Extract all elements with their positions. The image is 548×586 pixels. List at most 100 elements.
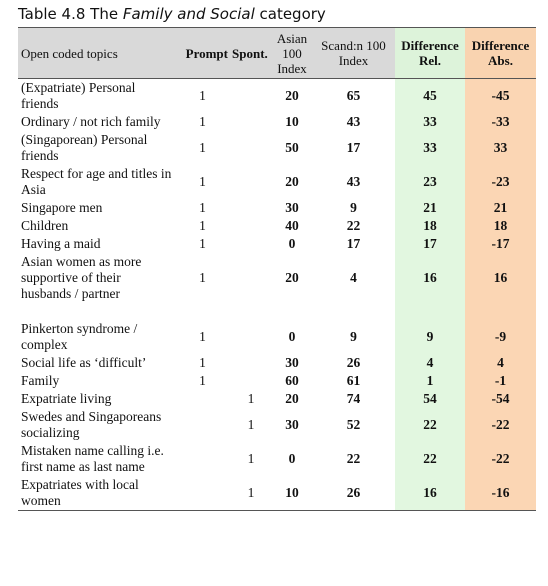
- table: Open coded topics Prompt Spont. Asian 10…: [18, 27, 536, 511]
- table-row: Having a maid 1 0 17 17 -17: [18, 235, 536, 253]
- header-cell: Difference Rel.: [395, 27, 465, 79]
- prompt-cell: [175, 442, 230, 476]
- rel-cell: 22: [395, 442, 465, 476]
- rel-cell: 16: [395, 253, 465, 320]
- table-row: Mistaken name calling i.e. first name as…: [18, 442, 536, 476]
- spont-cell: 1: [230, 476, 272, 511]
- prompt-cell: [175, 390, 230, 408]
- table-row: Ordinary / not rich family 1 10 43 33 -33: [18, 113, 536, 131]
- caption: Table 4.8 The Family and Social category: [18, 5, 326, 23]
- topic-cell: Family: [21, 373, 60, 388]
- table-row: Children 1 40 22 18 18: [18, 217, 536, 235]
- caption-emphasis: Family and Social: [122, 5, 255, 23]
- abs-cell: 4: [465, 354, 536, 372]
- table-row: Respect for age and titles in Asia 1 20 43 2…: [18, 165, 536, 199]
- prompt-cell: 1: [199, 218, 206, 233]
- table-body: (Expatriate) Personal friends 1 20 65 45 -45 O…: [18, 78, 536, 511]
- topic-cell: Respect for age and titles in Asia: [21, 166, 172, 197]
- asian-cell: 60: [285, 373, 299, 388]
- asian-cell: 30: [285, 417, 299, 432]
- asian-cell: 30: [285, 200, 299, 215]
- prompt-cell: 1: [199, 174, 206, 189]
- topic-cell: Expatriate living: [21, 391, 112, 406]
- table-row: Expatriate living 1 20 74 54 -54: [18, 390, 536, 408]
- topic-cell: Swedes and Singaporeans socializing: [21, 409, 162, 440]
- table-row: Expatriates with local women 1 10 26 16 -16: [18, 476, 536, 511]
- spont-cell: [230, 235, 272, 253]
- spont-cell: [230, 320, 272, 354]
- topic-cell: Singapore men: [21, 200, 103, 215]
- spont-cell: [230, 253, 272, 320]
- table-row: (Expatriate) Personal friends 1 20 65 45 -45: [18, 78, 536, 114]
- scand-cell: 26: [312, 476, 395, 511]
- abs-cell: -45: [465, 78, 536, 113]
- prompt-cell: 1: [199, 270, 206, 285]
- asian-cell: 30: [285, 355, 299, 370]
- abs-cell: -33: [465, 113, 536, 131]
- scand-cell: 17: [346, 140, 361, 155]
- spont-cell: [230, 217, 272, 235]
- table-row: Pinkerton syndrome / complex 1 0 9 9 -9: [18, 320, 536, 354]
- rel-cell: 16: [395, 476, 465, 511]
- scand-cell: 74: [346, 391, 361, 406]
- table-header: Open coded topics Prompt Spont. Asian 10…: [18, 27, 536, 79]
- rel-cell: 54: [395, 390, 465, 408]
- caption-suffix: category: [254, 5, 326, 23]
- prompt-cell: 1: [199, 140, 206, 155]
- rel-cell: 4: [395, 354, 465, 372]
- header-cell: Open coded topics: [18, 27, 175, 79]
- spont-cell: [230, 113, 272, 131]
- asian-cell: 0: [288, 451, 296, 466]
- abs-cell: -22: [465, 408, 536, 442]
- topic-cell: Pinkerton syndrome / complex: [21, 321, 138, 352]
- topic-cell: Social life as ‘difficult’: [21, 355, 147, 370]
- scand-cell: 17: [346, 236, 361, 251]
- abs-cell: -16: [465, 476, 536, 511]
- table-row: (Singaporean) Personal friends 1 50 17 33 33: [18, 131, 536, 165]
- scand-cell: 43: [346, 114, 361, 129]
- prompt-cell: [175, 476, 230, 511]
- abs-cell: 33: [465, 131, 536, 165]
- scand-cell: 9: [350, 200, 357, 215]
- asian-cell: 0: [288, 329, 296, 344]
- rel-cell: 1: [395, 372, 465, 390]
- table-row: Social life as ‘difficult’ 1 30 26 4 4: [18, 354, 536, 372]
- topic-cell: Ordinary / not rich family: [21, 114, 161, 129]
- scand-cell: 26: [346, 355, 361, 370]
- header-cell: Prompt: [175, 27, 230, 79]
- spont-cell: [230, 165, 272, 199]
- asian-cell: 20: [285, 88, 299, 103]
- prompt-cell: 1: [199, 355, 206, 370]
- rel-cell: 23: [395, 165, 465, 199]
- topic-cell: (Expatriate) Personal friends: [21, 80, 136, 111]
- prompt-cell: [175, 408, 230, 442]
- header-cell: Scand:n 100 Index: [312, 27, 395, 79]
- asian-cell: 20: [285, 270, 299, 285]
- abs-cell: -54: [465, 390, 536, 408]
- spont-cell: [230, 79, 272, 114]
- abs-cell: -23: [465, 165, 536, 199]
- topic-cell: (Singaporean) Personal friends: [21, 132, 148, 163]
- prompt-cell: 1: [199, 329, 206, 344]
- abs-cell: 21: [465, 199, 536, 217]
- prompt-cell: 1: [199, 236, 206, 251]
- abs-cell: -22: [465, 442, 536, 476]
- spont-cell: 1: [247, 451, 255, 466]
- asian-cell: 20: [285, 174, 299, 189]
- abs-cell: -17: [465, 235, 536, 253]
- rel-cell: 21: [395, 199, 465, 217]
- table-row: Family 1 60 61 1 -1: [18, 372, 536, 390]
- header-cell: Spont.: [230, 27, 272, 79]
- asian-cell: 0: [288, 236, 296, 251]
- abs-cell: -1: [465, 372, 536, 390]
- prompt-cell: 1: [199, 114, 206, 129]
- topic-cell: Having a maid: [21, 236, 101, 251]
- topic-cell: Children: [21, 218, 69, 233]
- spont-cell: [230, 372, 272, 390]
- caption-prefix: Table 4.8 The: [18, 5, 123, 23]
- rel-cell: 9: [395, 320, 465, 354]
- scand-cell: 65: [346, 88, 361, 103]
- prompt-cell: 1: [199, 373, 206, 388]
- scand-cell: 52: [346, 417, 361, 432]
